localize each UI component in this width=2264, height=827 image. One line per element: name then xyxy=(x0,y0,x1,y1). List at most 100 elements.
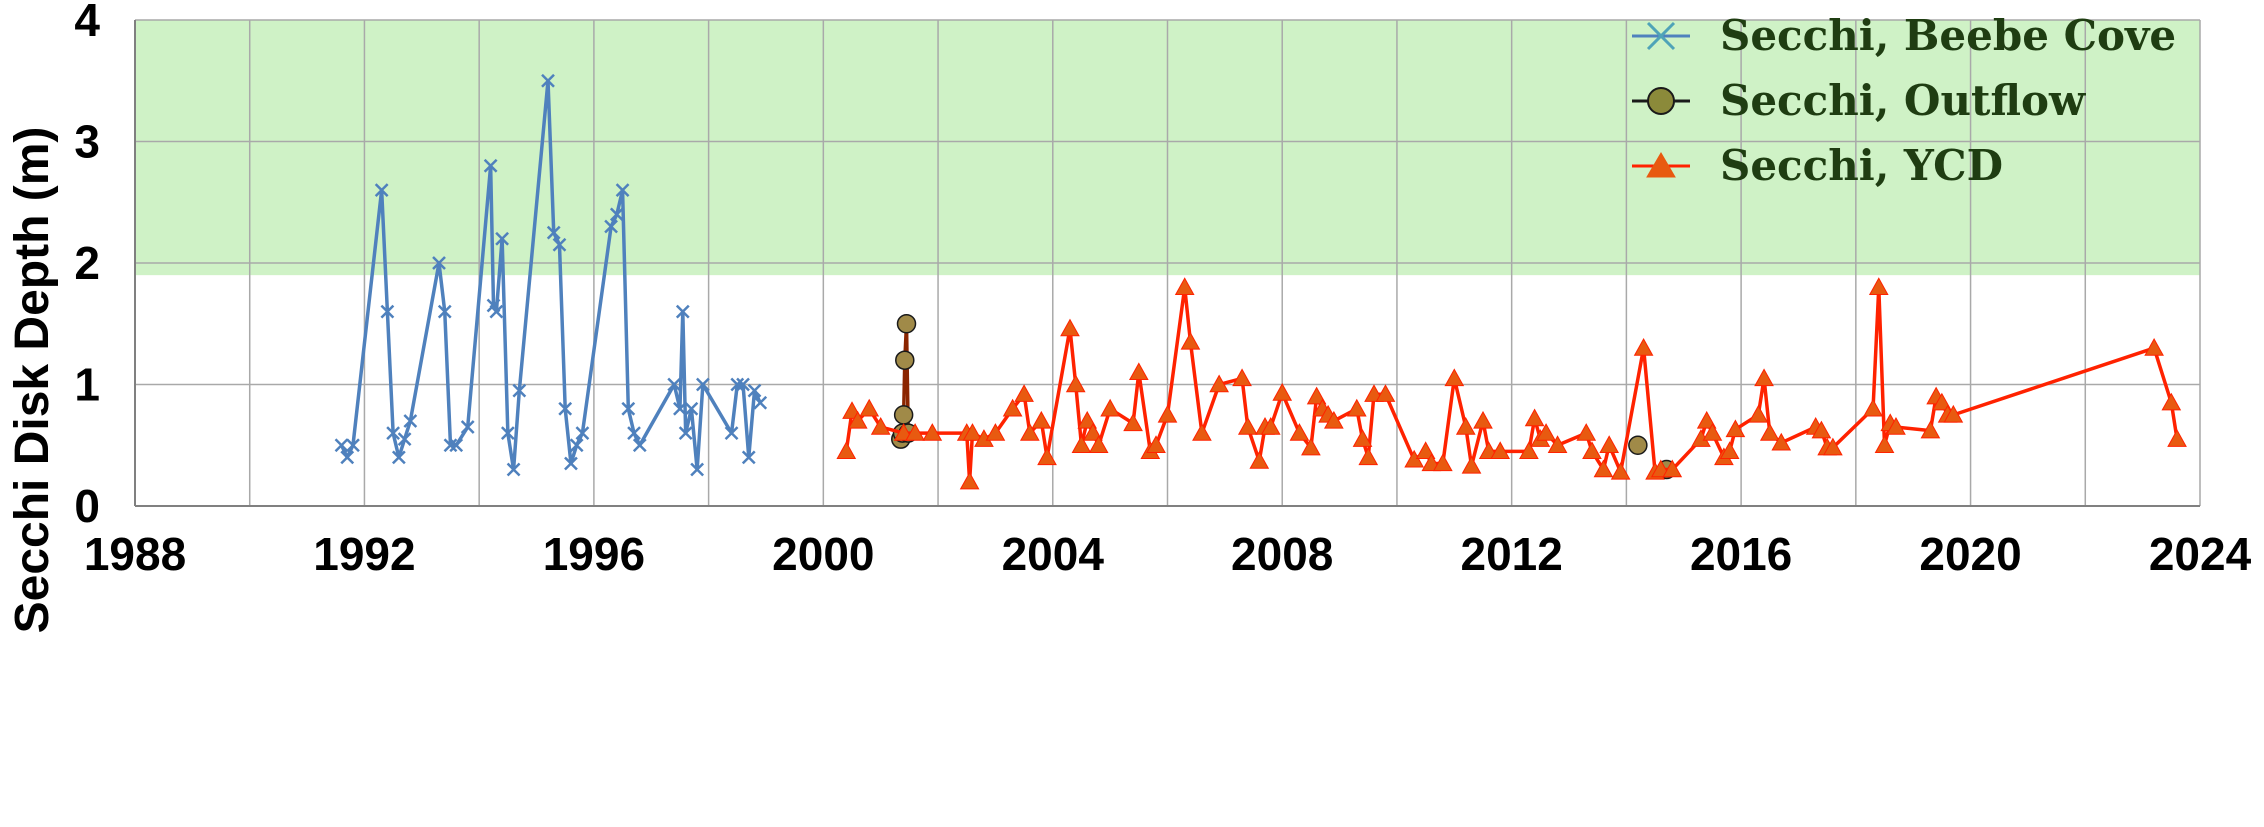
data-point xyxy=(1128,362,1149,381)
data-point xyxy=(334,438,349,453)
y-tick-label: 2 xyxy=(74,237,100,289)
data-point xyxy=(730,377,745,392)
data-point xyxy=(1593,459,1614,478)
data-point xyxy=(1932,392,1952,411)
data-point xyxy=(1037,447,1057,466)
data-point xyxy=(1146,435,1166,453)
data-point xyxy=(895,350,915,370)
data-point xyxy=(1301,437,1321,456)
x-tick-label: 2024 xyxy=(2149,528,2252,580)
data-point xyxy=(621,401,636,416)
data-point xyxy=(506,462,521,477)
data-point xyxy=(500,426,515,440)
legend-label: Secchi, YCD xyxy=(1720,141,2003,190)
data-point xyxy=(569,438,584,453)
data-point xyxy=(962,423,983,441)
data-point xyxy=(552,237,567,252)
data-point xyxy=(847,410,868,429)
data-point xyxy=(736,377,750,392)
data-point xyxy=(374,183,389,197)
data-point xyxy=(1576,423,1597,441)
data-point xyxy=(1077,410,1098,429)
legend: Secchi, Beebe Cove Secchi, Outflow Secchi,… xyxy=(1632,11,2176,190)
data-point xyxy=(432,256,446,270)
data-point xyxy=(1289,423,1310,441)
data-point xyxy=(695,377,710,392)
data-point xyxy=(922,423,943,441)
data-point xyxy=(1771,432,1792,451)
data-point xyxy=(546,225,561,240)
data-point xyxy=(1811,420,1832,439)
data-point xyxy=(741,450,756,465)
x-tick-label: 1988 xyxy=(84,528,186,580)
data-point xyxy=(512,383,527,398)
data-point xyxy=(627,426,641,440)
data-point xyxy=(870,416,891,435)
data-point xyxy=(1358,447,1379,466)
data-point xyxy=(1375,384,1396,402)
legend-item: Secchi, Outflow xyxy=(1632,76,2086,125)
y-axis-label: Secchi Disk Depth (m) xyxy=(6,127,59,634)
legend-label: Secchi, Beebe Cove xyxy=(1720,11,2176,60)
data-point xyxy=(1088,435,1109,453)
x-tick-label: 2020 xyxy=(1919,528,2021,580)
data-point xyxy=(2144,338,2164,356)
series-layer xyxy=(334,73,2187,490)
data-point xyxy=(615,183,630,197)
data-point xyxy=(1237,416,1258,435)
data-point xyxy=(558,401,573,416)
x-tick-labels: 1988 1992 1996 2000 2004 2008 2012 2016 2020 2024 xyxy=(84,528,2252,580)
data-point xyxy=(1754,368,1774,387)
data-point xyxy=(1455,416,1476,435)
data-point xyxy=(403,414,418,428)
data-point xyxy=(1272,382,1293,401)
data-point xyxy=(1524,408,1545,427)
y-tick-label: 3 xyxy=(74,116,100,168)
data-point xyxy=(1323,410,1344,429)
x-tick-label: 2004 xyxy=(1002,528,1105,580)
data-point xyxy=(667,377,682,392)
data-point xyxy=(541,73,555,88)
data-point xyxy=(1002,398,1023,417)
legend-label: Secchi, Outflow xyxy=(1720,76,2086,125)
data-point xyxy=(1610,461,1631,480)
data-point xyxy=(1490,441,1511,460)
y-tick-labels: 0 1 2 3 4 xyxy=(74,0,100,532)
data-point xyxy=(724,426,739,440)
data-point xyxy=(1943,404,1964,423)
data-point xyxy=(1719,441,1740,460)
data-point xyxy=(397,432,412,447)
data-point xyxy=(1725,419,1746,438)
data-point xyxy=(1306,386,1327,405)
data-point xyxy=(1100,398,1120,417)
data-point xyxy=(460,420,475,434)
data-point xyxy=(1582,441,1602,460)
data-point xyxy=(1019,423,1040,441)
data-point xyxy=(340,450,355,465)
data-point xyxy=(604,219,618,234)
data-point xyxy=(1599,435,1620,453)
data-point xyxy=(1662,459,1683,478)
y-tick-label: 0 xyxy=(74,480,100,532)
data-point xyxy=(1628,435,1648,455)
data-point xyxy=(1696,410,1717,429)
data-point xyxy=(1014,384,1034,402)
data-point xyxy=(896,314,917,334)
data-point xyxy=(675,304,690,319)
legend-marker xyxy=(1646,152,1676,178)
data-point xyxy=(1260,416,1281,435)
data-point xyxy=(1748,404,1769,423)
data-point xyxy=(684,401,699,416)
series-0 xyxy=(334,73,768,477)
data-point xyxy=(1415,441,1436,460)
data-point xyxy=(2167,429,2187,447)
data-point xyxy=(1209,374,1229,393)
data-point xyxy=(1346,398,1367,417)
data-point xyxy=(1232,368,1252,387)
data-point xyxy=(1874,435,1895,453)
data-point xyxy=(1868,277,1889,295)
data-point xyxy=(1083,423,1103,441)
data-point xyxy=(1192,423,1212,441)
data-point xyxy=(1633,338,1654,356)
data-point xyxy=(678,426,693,440)
